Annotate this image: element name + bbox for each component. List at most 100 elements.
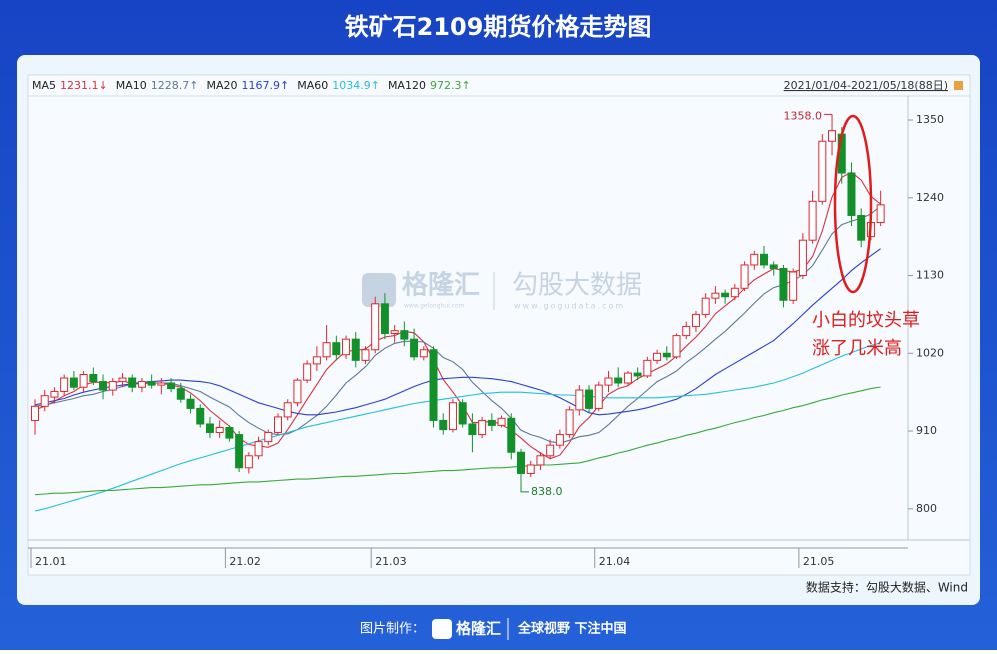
watermark-text: 格隆汇 <box>402 270 480 301</box>
candle-body <box>507 417 516 453</box>
candle-body <box>497 417 506 426</box>
legend-name: MA5 <box>32 79 56 92</box>
candle-body <box>701 297 710 315</box>
candle-body <box>565 409 574 436</box>
footer-slogan: 全球视野 下注中国 <box>517 621 627 637</box>
candle-body <box>662 352 671 358</box>
candle-body <box>439 419 448 431</box>
candle-body <box>857 214 866 241</box>
candle-body <box>798 239 807 277</box>
extreme-label: 838.0 <box>531 485 563 498</box>
y-tick-label: 800 <box>916 502 937 515</box>
ma-line <box>34 342 881 512</box>
footer-made-by: 图片制作： <box>360 622 425 637</box>
candle-body <box>371 303 380 351</box>
footer-logo <box>432 619 452 639</box>
legend-value: 1034.9↑ <box>332 79 380 92</box>
candle-body <box>342 338 351 356</box>
candle-body <box>760 253 768 266</box>
legend-name: MA10 <box>116 79 147 92</box>
candle-body <box>789 271 798 301</box>
source: 数据支持：勾股大数据、Wind <box>806 580 968 595</box>
x-tick-label: 21.04 <box>599 555 631 568</box>
legend-value: 1167.9↑ <box>241 79 289 92</box>
candle-body <box>283 402 292 418</box>
footer-brand: 格隆汇 <box>456 620 501 638</box>
candle-body <box>254 441 263 457</box>
candle-body <box>31 405 39 421</box>
candle-body <box>244 455 253 469</box>
ma-line <box>34 248 881 416</box>
candle-body <box>779 267 788 301</box>
x-tick-label: 21.03 <box>375 555 407 568</box>
candle-body <box>575 389 584 411</box>
candle-body <box>458 402 467 425</box>
candle-body <box>303 363 312 381</box>
candle-body <box>818 140 827 202</box>
candle-body <box>215 427 224 433</box>
candle-body <box>536 455 545 466</box>
candle-body <box>205 423 214 433</box>
candle-body <box>69 377 78 388</box>
legend-name: MA60 <box>297 79 328 92</box>
candle-body <box>419 349 428 358</box>
candle-body <box>351 338 360 361</box>
x-tick-label: 21.02 <box>229 555 261 568</box>
watermark-url: www.gogudata.com <box>514 302 625 311</box>
y-tick-label: 910 <box>916 424 937 437</box>
candle-body <box>264 431 273 443</box>
candle-body <box>604 377 613 386</box>
candle-body <box>643 359 652 377</box>
candle-body <box>740 264 749 289</box>
candle-body <box>526 464 535 474</box>
highlight-ellipse <box>833 114 873 294</box>
candle-body <box>167 382 176 390</box>
legend-value: 972.3↑ <box>430 79 471 92</box>
candle-body <box>546 444 555 457</box>
candle-body <box>312 356 321 365</box>
candle-body <box>429 349 438 421</box>
candle-body <box>594 384 603 409</box>
candle-body <box>99 381 108 391</box>
legend-value: 1228.7↑ <box>151 79 199 92</box>
candle-body <box>128 377 137 388</box>
extreme-leader <box>520 481 529 493</box>
candle-body <box>157 382 166 386</box>
candle-body <box>89 373 98 383</box>
candle-body <box>137 381 146 388</box>
candle-body <box>361 349 370 361</box>
candle-body <box>79 373 88 388</box>
lock-icon <box>954 81 963 90</box>
candle-body <box>847 172 856 216</box>
candle-body <box>682 325 691 337</box>
y-tick-label: 1240 <box>916 191 944 204</box>
date-range: 2021/01/04-2021/05/18(88日) <box>784 79 948 92</box>
candle-body <box>555 434 564 446</box>
candle-body <box>400 330 409 340</box>
candle-body <box>517 451 525 474</box>
candle-body <box>235 434 244 469</box>
candle-body <box>332 342 341 356</box>
candle-body <box>828 130 837 142</box>
y-tick-label: 1130 <box>916 269 944 282</box>
candle-body <box>225 427 234 439</box>
watermark-text: 勾股大数据 <box>512 271 642 301</box>
extreme-label: 1358.0 <box>784 109 823 122</box>
x-tick-label: 21.01 <box>35 555 67 568</box>
candle-body <box>730 287 739 298</box>
watermark-logo <box>362 273 396 307</box>
legend-value: 1231.1↓ <box>60 79 108 92</box>
annotation: 小白的坟头草 <box>812 310 920 331</box>
candle-body <box>390 330 399 334</box>
x-tick-label: 21.05 <box>803 555 835 568</box>
candle-body <box>50 390 59 398</box>
candle-body <box>876 204 885 224</box>
plot: 800 910 1020 1130 1240 1350 21.01 21.02 21.03 21.… <box>30 109 944 568</box>
candle-body <box>147 381 156 386</box>
legend-name: MA120 <box>388 79 426 92</box>
candle-body <box>468 423 477 436</box>
candle-body <box>808 200 817 241</box>
candle-body <box>40 395 49 407</box>
